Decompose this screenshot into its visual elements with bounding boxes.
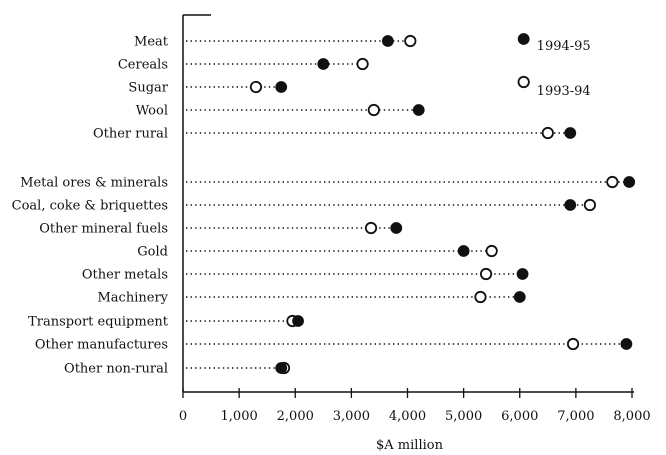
x-tick-label: 1,000	[221, 409, 258, 424]
category-label: Cereals	[118, 58, 168, 73]
plot-frame	[182, 14, 634, 393]
marker-filled-1994-95	[317, 58, 330, 70]
marker-open-1993-94	[356, 57, 369, 71]
marker-filled-1994-95	[564, 199, 577, 211]
legend-marker-filled	[517, 33, 530, 45]
x-tick-label: 2,000	[277, 409, 314, 424]
markers-layer	[249, 34, 636, 375]
marker-filled-1994-95	[292, 315, 304, 327]
category-label: Wool	[136, 104, 168, 119]
x-tick-label: 6,000	[501, 409, 538, 424]
x-axis-title: $A million	[376, 438, 444, 453]
legend-label-series-1: 1994-95	[537, 39, 591, 54]
marker-filled-1994-95	[620, 338, 633, 350]
category-label: Metal ores & minerals	[20, 176, 168, 191]
marker-open-1993-94	[367, 103, 380, 117]
category-label: Transport equipment	[28, 315, 169, 330]
marker-open-1993-94	[364, 221, 378, 235]
dot-lines-layer	[186, 40, 630, 369]
category-label: Other rural	[93, 127, 168, 142]
marker-filled-1994-95	[275, 362, 288, 374]
marker-open-1993-94	[249, 80, 263, 94]
category-label: Gold	[137, 245, 168, 260]
legend-label-series-2: 1993-94	[537, 84, 591, 99]
category-label: Other non-rural	[64, 362, 168, 377]
category-labels: Meat Cereals Sugar Wool Other rural Metal ore…	[12, 35, 169, 377]
marker-open-1993-94	[404, 34, 417, 48]
category-label: Sugar	[128, 81, 168, 96]
marker-open-1993-94	[474, 290, 487, 304]
category-label: Machinery	[98, 291, 169, 306]
x-tick-label: 0	[179, 409, 187, 424]
x-tick-label: 7,000	[557, 409, 594, 424]
category-label: Other manufactures	[35, 338, 168, 353]
category-label: Meat	[134, 35, 169, 50]
x-tick-label: 5,000	[445, 409, 482, 424]
marker-filled-1994-95	[513, 291, 526, 303]
marker-filled-1994-95	[381, 35, 394, 47]
category-label: Other mineral fuels	[39, 222, 168, 237]
marker-open-1993-94	[485, 244, 498, 258]
marker-open-1993-94	[479, 267, 493, 281]
marker-filled-1994-95	[564, 127, 577, 139]
x-tick-label: 3,000	[333, 409, 370, 424]
marker-filled-1994-95	[275, 81, 288, 93]
category-label: Other metals	[82, 268, 168, 283]
marker-filled-1994-95	[457, 245, 470, 257]
x-axis-ticks: 0 1,000 2,000 3,000 4,000 5,000 6,000 7,000 8,00…	[179, 388, 651, 424]
marker-open-1993-94	[541, 126, 554, 140]
marker-filled-1994-95	[412, 104, 425, 116]
marker-filled-1994-95	[623, 176, 636, 188]
legend: 1994-95 1993-94	[517, 33, 591, 99]
x-tick-label: 8,000	[613, 409, 650, 424]
x-tick-label: 4,000	[389, 409, 426, 424]
legend-marker-open	[517, 75, 530, 89]
marker-open-1993-94	[583, 198, 597, 212]
marker-filled-1994-95	[516, 268, 529, 280]
category-label: Coal, coke & briquettes	[12, 199, 168, 214]
marker-filled-1994-95	[390, 222, 403, 234]
marker-open-1993-94	[566, 337, 580, 351]
marker-open-1993-94	[606, 175, 619, 189]
